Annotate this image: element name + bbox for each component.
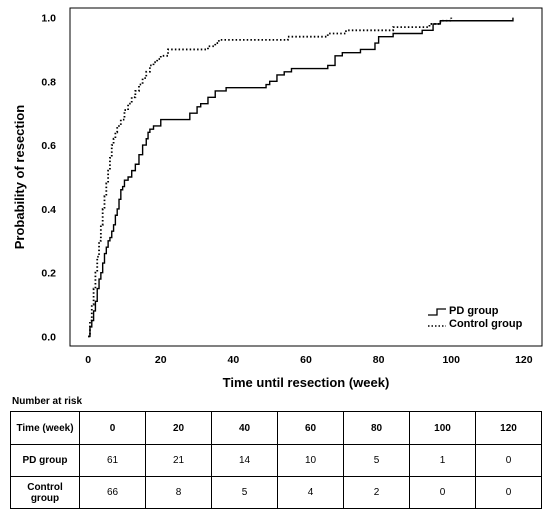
risk-time-cell: 40: [211, 411, 278, 445]
risk-value-cell: 2: [343, 476, 410, 509]
risk-time-label: Time (week): [10, 411, 80, 445]
risk-row-pd: PD group 61 21 14 10 5 1 0: [10, 444, 542, 477]
x-tick-label: 120: [515, 354, 533, 366]
y-tick-label: 1.0: [41, 13, 56, 25]
plot-frame: [69, 7, 543, 347]
y-axis-title: Probability of resection: [12, 105, 27, 250]
risk-header-row: Time (week) 0 20 40 60 80 100 120: [10, 411, 542, 445]
x-tick-label: 40: [228, 354, 240, 366]
risk-value-cell: 21: [145, 444, 212, 477]
series-pd-line: [88, 17, 514, 338]
risk-value-cell: 1: [409, 444, 476, 477]
risk-row-label: Control group: [10, 476, 80, 509]
y-tick-label: 0.2: [41, 268, 56, 280]
y-axis-ticks: 0.0 0.2 0.4 0.6 0.8 1.0: [41, 13, 56, 344]
risk-table-heading: Number at risk: [12, 396, 83, 407]
risk-row-control: Control group 66 8 5 4 2 0 0: [10, 476, 542, 509]
x-axis-title: Time until resection (week): [223, 375, 390, 390]
y-tick-label: 0.8: [41, 76, 56, 88]
risk-time-cell: 80: [343, 411, 410, 445]
risk-time-cell: 0: [79, 411, 146, 445]
risk-value-cell: 5: [343, 444, 410, 477]
number-at-risk-table: Time (week) 0 20 40 60 80 100 120 PD gro…: [10, 411, 542, 509]
risk-value-cell: 10: [277, 444, 344, 477]
risk-value-cell: 61: [79, 444, 146, 477]
y-tick-label: 0.4: [41, 204, 56, 216]
risk-value-cell: 5: [211, 476, 278, 509]
risk-value-cell: 8: [145, 476, 212, 509]
risk-time-cell: 60: [277, 411, 344, 445]
x-tick-label: 20: [155, 354, 167, 366]
x-tick-label: 100: [442, 354, 460, 366]
x-tick-label: 80: [373, 354, 385, 366]
risk-value-cell: 4: [277, 476, 344, 509]
legend: PD group Control group: [428, 305, 523, 330]
risk-value-cell: 0: [475, 444, 542, 477]
risk-value-cell: 14: [211, 444, 278, 477]
legend-pd-label: PD group: [449, 305, 499, 317]
risk-value-cell: 0: [409, 476, 476, 509]
y-tick-label: 0.6: [41, 140, 56, 152]
km-chart: 0.0 0.2 0.4 0.6 0.8 1.0 0 20 40 60 80 100 120 Time …: [12, 7, 543, 390]
series-layer: [88, 17, 514, 338]
risk-time-cell: 120: [475, 411, 542, 445]
risk-value-cell: 0: [475, 476, 542, 509]
x-tick-label: 0: [85, 354, 91, 366]
chart-canvas: 0.0 0.2 0.4 0.6 0.8 1.0 0 20 40 60 80 100 120 Time …: [12, 7, 543, 390]
legend-pd-swatch: [428, 308, 446, 316]
y-tick-label: 0.0: [41, 331, 56, 343]
risk-value-cell: 66: [79, 476, 146, 509]
risk-time-cell: 20: [145, 411, 212, 445]
risk-time-cell: 100: [409, 411, 476, 445]
risk-row-label: PD group: [10, 444, 80, 477]
x-tick-label: 60: [300, 354, 312, 366]
x-axis-ticks: 0 20 40 60 80 100 120: [85, 354, 533, 366]
legend-control-label: Control group: [449, 318, 523, 330]
series-control-line: [88, 17, 453, 338]
